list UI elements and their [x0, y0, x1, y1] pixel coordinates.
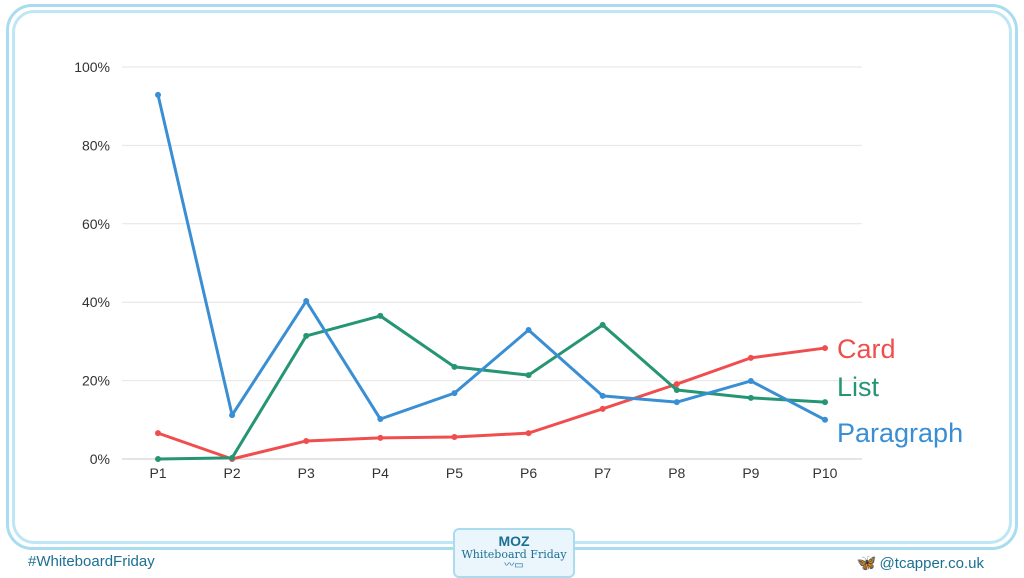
data-point-list	[673, 387, 680, 394]
y-tick-label: 40%	[82, 294, 110, 310]
data-point-card	[525, 430, 532, 437]
data-point-paragraph	[599, 392, 606, 399]
data-point-list	[303, 332, 310, 339]
handle-text: @tcapper.co.uk	[879, 554, 984, 572]
author-handle: 🦋 @tcapper.co.uk	[857, 553, 984, 573]
y-tick-label: 20%	[82, 373, 110, 389]
data-point-list	[155, 456, 161, 462]
whiteboard-friday-badge: MOZ Whiteboard Friday 〰▭	[453, 528, 575, 578]
data-point-card	[822, 345, 828, 352]
x-tick-label: P6	[520, 465, 537, 481]
x-tick-label: P8	[668, 465, 685, 481]
badge-title: Whiteboard Friday	[461, 548, 567, 561]
data-point-paragraph	[451, 390, 458, 397]
data-point-paragraph	[747, 377, 754, 384]
data-point-card	[303, 437, 310, 444]
series-line-paragraph	[156, 94, 826, 422]
data-point-card	[599, 405, 606, 412]
x-tick-label: P5	[446, 465, 463, 481]
data-point-paragraph	[822, 416, 828, 423]
data-point-list	[747, 394, 754, 401]
data-point-paragraph	[155, 91, 161, 98]
x-tick-label: P9	[742, 465, 759, 481]
data-point-paragraph	[303, 298, 310, 305]
data-point-card	[747, 354, 754, 361]
data-point-paragraph	[229, 412, 236, 419]
data-point-list	[451, 363, 458, 370]
data-point-card	[155, 430, 161, 437]
y-tick-label: 0%	[90, 451, 110, 467]
y-tick-label: 80%	[82, 137, 110, 153]
hashtag-label: #WhiteboardFriday	[28, 553, 155, 570]
x-tick-label: P3	[298, 465, 315, 481]
series-line-list	[157, 314, 826, 461]
pen-icon: 〰▭	[504, 560, 524, 571]
data-point-list	[525, 372, 532, 379]
data-point-list	[377, 312, 384, 319]
data-point-card	[377, 434, 384, 441]
legend-label-list: List	[837, 372, 880, 402]
data-point-card	[673, 381, 680, 388]
data-point-card	[451, 434, 458, 441]
series-line-card	[157, 346, 826, 461]
y-tick-label: 100%	[74, 59, 110, 75]
data-point-paragraph	[673, 399, 680, 406]
butterfly-icon: 🦋	[856, 555, 877, 572]
data-point-list	[599, 321, 606, 328]
x-tick-label: P4	[372, 465, 389, 481]
y-tick-label: 60%	[82, 216, 110, 232]
data-point-list	[822, 399, 828, 406]
legend-label-paragraph: Paragraph	[837, 418, 963, 448]
x-tick-label: P10	[813, 465, 838, 481]
data-point-paragraph	[525, 327, 532, 334]
x-tick-label: P2	[224, 465, 241, 481]
moz-logo: MOZ	[498, 533, 530, 549]
x-tick-label: P1	[149, 465, 166, 481]
data-point-paragraph	[377, 416, 384, 423]
legend-label-card: Card	[837, 334, 896, 364]
data-point-list	[229, 454, 236, 461]
x-tick-label: P7	[594, 465, 611, 481]
